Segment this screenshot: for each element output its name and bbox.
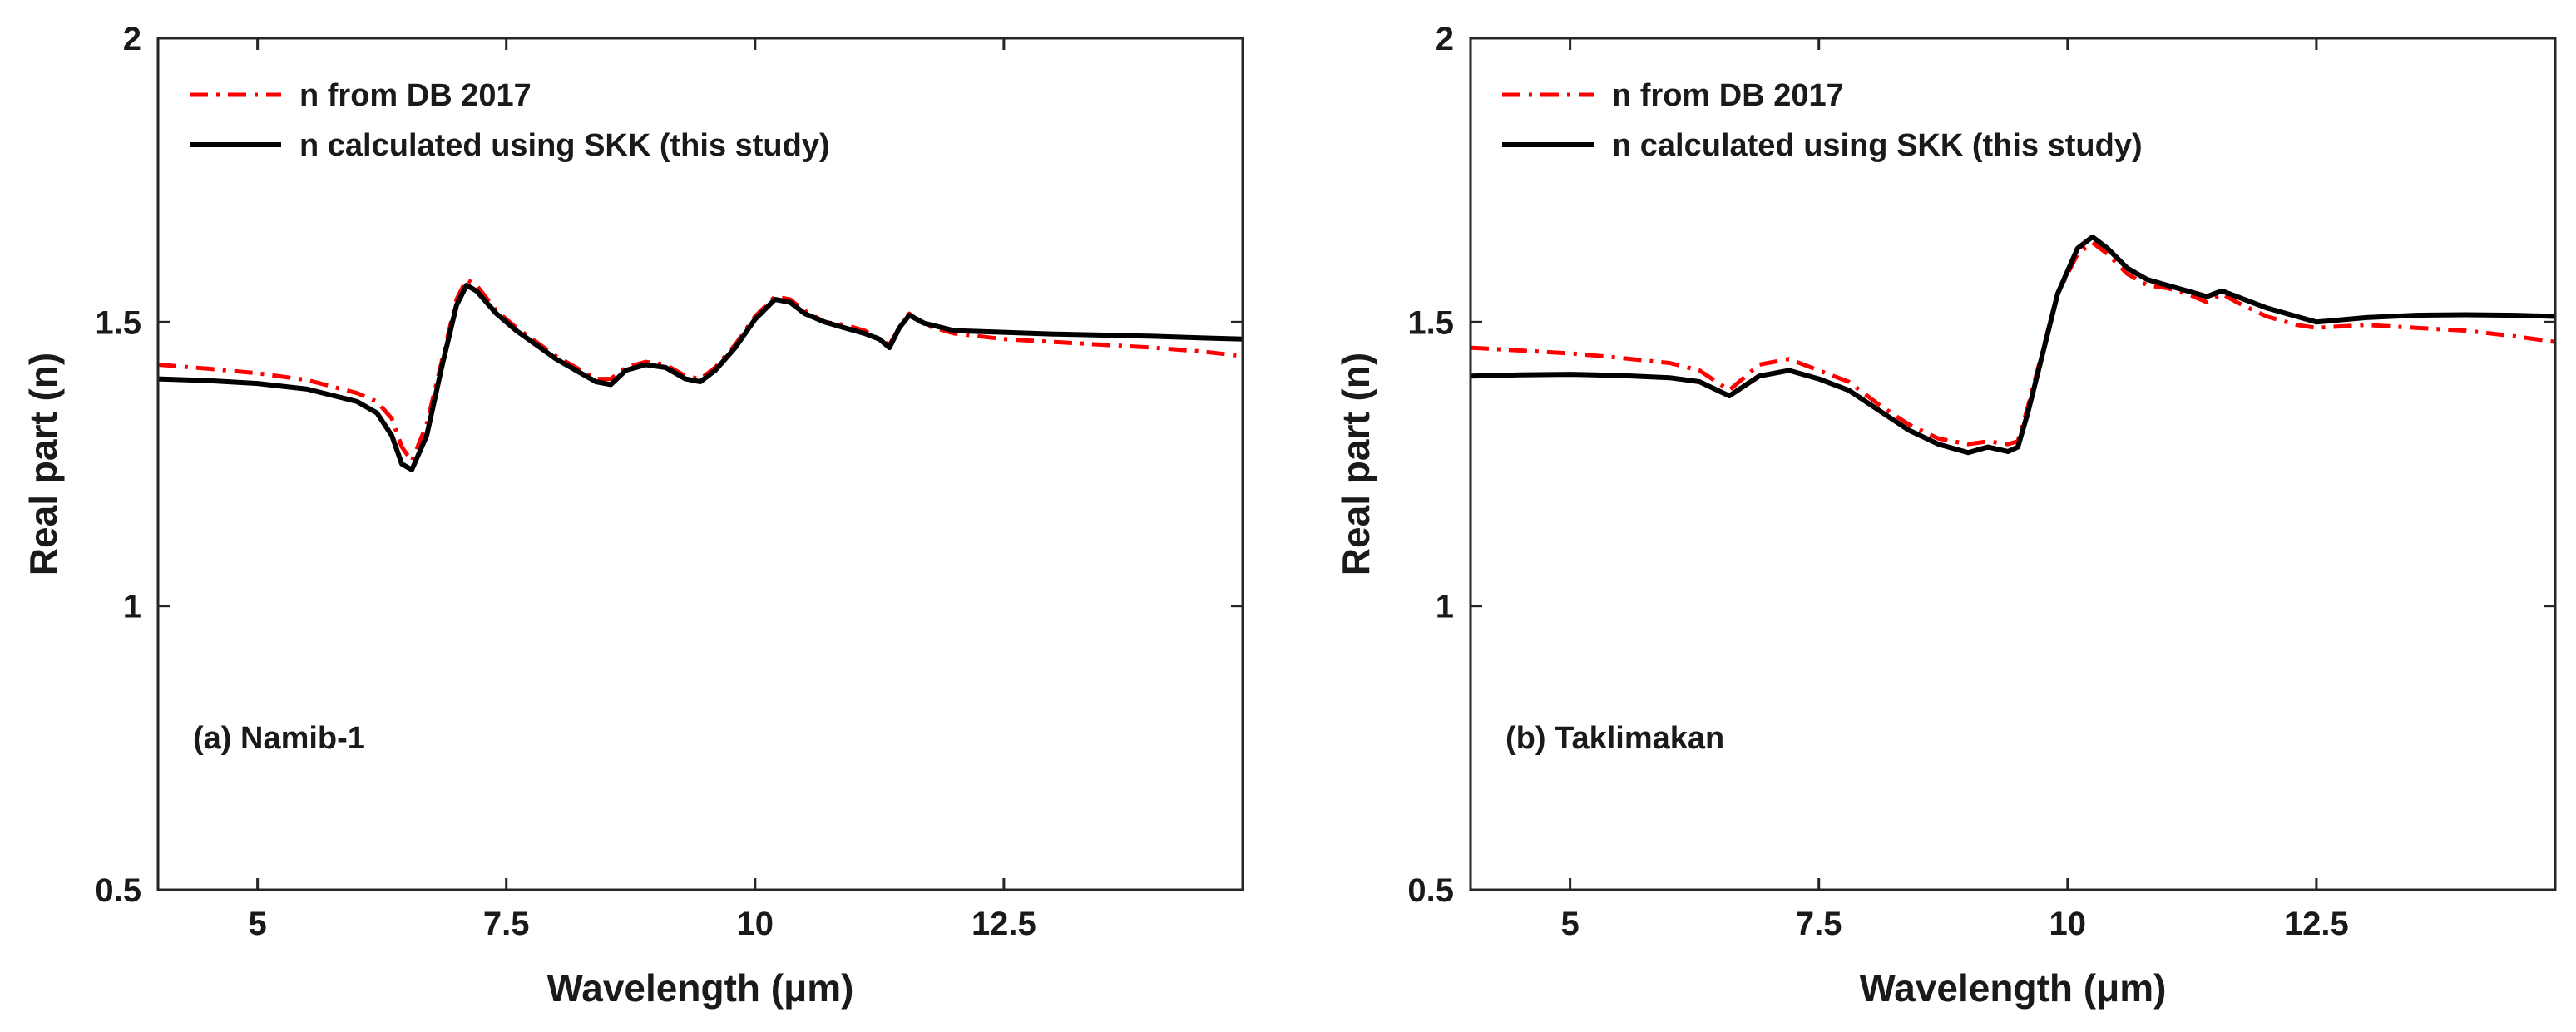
x-axis-label: Wavelength (μm) [1860, 966, 2167, 1010]
y-tick-label: 1.5 [95, 304, 141, 341]
y-axis-label: Real part (n) [1334, 353, 1377, 575]
panel-b-taklimakan: 5 7.5 10 12.5 0.5 1 1.5 2 Wavelength (μm) Real pa… [1334, 21, 2557, 1010]
legend-label: n calculated using SKK (this study) [299, 128, 830, 163]
y-tick-label: 1 [1436, 589, 1454, 625]
x-tick-label: 10 [737, 906, 774, 942]
x-tick-label: 12.5 [2284, 906, 2349, 942]
y-tick-label: 0.5 [1407, 872, 1454, 909]
axes-box [1469, 37, 2557, 891]
series-line-db2017 [1471, 240, 2555, 447]
series-line-skk [158, 283, 1243, 472]
x-tick-label: 7.5 [1796, 906, 1842, 942]
plot-area [158, 38, 1243, 890]
y-tick-label: 1.5 [1407, 304, 1454, 341]
legend-label: n from DB 2017 [299, 78, 532, 113]
x-tick-label: 7.5 [483, 906, 530, 942]
y-tick-label: 2 [123, 21, 141, 57]
x-tick-label: 5 [249, 906, 267, 942]
y-tick-label: 2 [1436, 21, 1454, 57]
plot-area [1471, 38, 2555, 890]
x-tick-label: 5 [1561, 906, 1580, 942]
x-tick-label: 12.5 [972, 906, 1036, 942]
y-tick-label: 1 [123, 589, 141, 625]
series-line-skk [1471, 234, 2555, 456]
x-axis-label: Wavelength (μm) [547, 966, 854, 1010]
y-axis-label: Real part (n) [22, 353, 65, 575]
panel-annotation: (a) Namib-1 [193, 721, 365, 756]
axes-box [156, 37, 1244, 891]
legend-label: n calculated using SKK (this study) [1612, 128, 2143, 163]
panel-annotation: (b) Taklimakan [1506, 721, 1724, 756]
y-tick-label: 0.5 [95, 872, 141, 909]
x-tick-label: 10 [2049, 906, 2087, 942]
panel-a-namib: 5 7.5 10 12.5 0.5 1 1.5 2 Wavelength (μm) Real pa… [22, 21, 1244, 1010]
legend-label: n from DB 2017 [1612, 78, 1844, 113]
